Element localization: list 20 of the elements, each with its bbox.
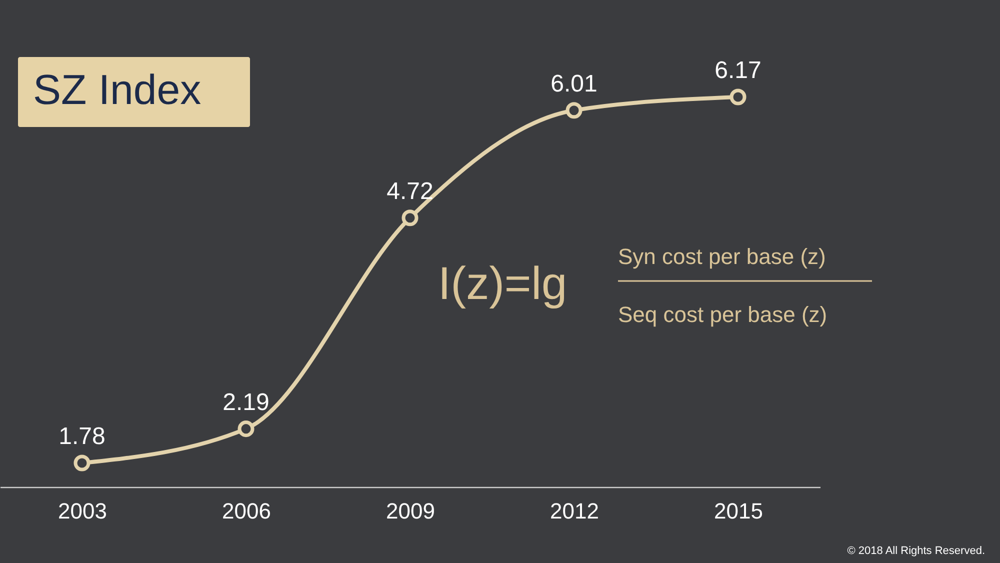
point <box>566 102 582 119</box>
point <box>238 420 254 438</box>
point <box>730 88 746 106</box>
x-tick-label: 2012 <box>550 498 599 524</box>
x-tick-label: 2003 <box>58 498 107 524</box>
data-label: 6.17 <box>714 57 762 84</box>
text: © 2018 All Rights Reserved. <box>847 545 985 557</box>
data-label: 6.01 <box>550 70 598 98</box>
point <box>74 454 90 472</box>
data-label: 1.78 <box>58 423 106 450</box>
x-tick-label: 2009 <box>386 498 435 524</box>
annotation: I(z)=lg <box>438 257 568 309</box>
x-tick-label: 2006 <box>222 498 271 524</box>
data-label: 4.72 <box>386 178 434 205</box>
annotation: Syn cost per base (z) <box>618 244 826 269</box>
annotation: Seq cost per base (z) <box>618 302 828 327</box>
data-label: 2.19 <box>222 388 270 416</box>
chart-title: SZ Index <box>33 66 202 113</box>
x-tick-label: 2015 <box>714 498 763 524</box>
point <box>402 210 418 226</box>
